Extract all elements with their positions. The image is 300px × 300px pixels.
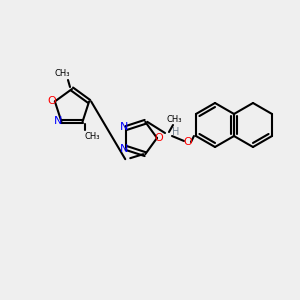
Text: N: N <box>120 144 128 154</box>
Text: CH₃: CH₃ <box>166 115 182 124</box>
Text: O: O <box>154 133 164 143</box>
Text: H: H <box>172 127 180 137</box>
Text: CH₃: CH₃ <box>85 132 100 141</box>
Text: CH₃: CH₃ <box>54 70 70 79</box>
Text: O: O <box>47 96 56 106</box>
Text: N: N <box>120 122 128 132</box>
Text: O: O <box>184 137 192 147</box>
Text: N: N <box>54 116 63 126</box>
